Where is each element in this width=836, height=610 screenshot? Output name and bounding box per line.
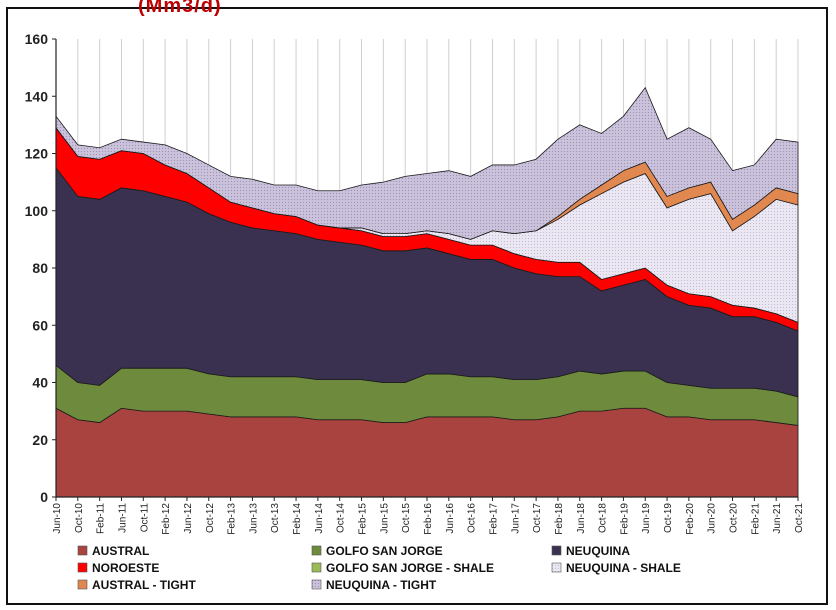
- x-tick-label: Feb-21: [750, 503, 761, 535]
- x-tick-label: Jun-19: [641, 503, 652, 534]
- y-tick-label: 80: [32, 260, 48, 276]
- legend-label-neuquina-shale: NEUQUINA - SHALE: [566, 561, 681, 575]
- x-tick-label: Oct-20: [729, 503, 740, 533]
- x-tick-label: Oct-14: [336, 503, 347, 533]
- legend-swatch-golfo-san-jorge-shale: [311, 562, 322, 573]
- area-series: [55, 86, 799, 498]
- y-axis-ticks: 0 20 40 60 80 100 120 140 160: [25, 31, 56, 505]
- legend-label-neuquina: NEUQUINA: [566, 544, 630, 558]
- legend: AUSTRAL GOLFO SAN JORGE NEUQUINA NOROESTE GO…: [77, 544, 681, 592]
- x-tick-label: Feb-13: [227, 503, 238, 535]
- legend-swatch-neuquina-tight: [311, 579, 322, 590]
- x-tick-label: Oct-19: [663, 503, 674, 533]
- y-tick-label: 100: [25, 203, 49, 219]
- area-neuquina-tight: [55, 86, 799, 240]
- x-tick-label: Jun-11: [117, 503, 128, 533]
- x-tick-label: Feb-14: [292, 503, 303, 535]
- x-tick-label: Oct-12: [205, 503, 216, 533]
- x-tick-label: Jun-13: [248, 503, 259, 534]
- x-tick-label: Jun-15: [379, 503, 390, 534]
- legend-swatch-golfo-san-jorge: [311, 545, 322, 556]
- x-tick-label: Oct-17: [532, 503, 543, 533]
- x-tick-label: Feb-17: [488, 503, 499, 535]
- x-tick-label: Oct-10: [74, 503, 85, 533]
- x-tick-label: Oct-15: [401, 503, 412, 533]
- x-tick-label: Feb-18: [554, 503, 565, 535]
- x-tick-label: Feb-12: [161, 503, 172, 535]
- legend-swatch-noroeste: [77, 562, 88, 573]
- legend-label-golfo-san-jorge-shale: GOLFO SAN JORGE - SHALE: [326, 561, 494, 575]
- x-tick-label: Jun-18: [576, 503, 587, 534]
- x-tick-label: Oct-18: [598, 503, 609, 533]
- x-tick-label: Oct-21: [794, 503, 805, 533]
- y-tick-label: 20: [32, 432, 48, 448]
- x-tick-label: Feb-15: [358, 503, 369, 535]
- x-tick-label: Feb-16: [423, 503, 434, 535]
- x-tick-label: Oct-13: [270, 503, 281, 533]
- x-tick-label: Jun-16: [445, 503, 456, 534]
- legend-swatch-neuquina: [551, 545, 562, 556]
- x-tick-label: Feb-19: [619, 503, 630, 535]
- x-tick-label: Jun-21: [772, 503, 783, 534]
- y-tick-label: 120: [25, 146, 49, 162]
- x-tick-label: Feb-20: [685, 503, 696, 535]
- legend-swatch-neuquina-shale: [551, 562, 562, 573]
- legend-swatch-austral: [77, 545, 88, 556]
- legend-label-austral: AUSTRAL: [92, 544, 149, 558]
- legend-label-golfo-san-jorge: GOLFO SAN JORGE: [326, 544, 443, 558]
- legend-label-neuquina-tight: NEUQUINA - TIGHT: [326, 578, 437, 592]
- x-tick-label: Jun-17: [510, 503, 521, 534]
- clipped-title: (Mm3/d): [138, 0, 222, 17]
- x-tick-label: Oct-16: [467, 503, 478, 533]
- x-tick-label: Feb-11: [96, 503, 107, 534]
- area-austral: [55, 407, 799, 498]
- stacked-area-chart: 0 20 40 60 80 100 120 140 160 Jun-10 Oct-10 Feb-11…: [25, 31, 805, 592]
- x-tick-label: Jun-10: [52, 503, 63, 534]
- x-axis-ticks: Jun-10 Oct-10 Feb-11 Jun-11 Oct-11 Feb-12 Jun-…: [52, 497, 805, 535]
- x-tick-label: Jun-20: [707, 503, 718, 534]
- x-tick-label: Jun-12: [183, 503, 194, 534]
- x-tick-label: Oct-11: [139, 503, 150, 533]
- y-tick-label: 140: [25, 88, 49, 104]
- y-tick-label: 160: [25, 31, 49, 47]
- legend-label-noroeste: NOROESTE: [92, 561, 159, 575]
- legend-swatch-austral-tight: [77, 579, 88, 590]
- y-tick-label: 0: [40, 489, 48, 505]
- y-tick-label: 60: [32, 317, 48, 333]
- x-tick-label: Jun-14: [314, 503, 325, 534]
- legend-label-austral-tight: AUSTRAL - TIGHT: [92, 578, 196, 592]
- y-tick-label: 40: [32, 375, 48, 391]
- chart-frame: (Mm3/d) 0 20 40 60 80 100 120 140 160 Jun-10 Oct-…: [6, 0, 828, 605]
